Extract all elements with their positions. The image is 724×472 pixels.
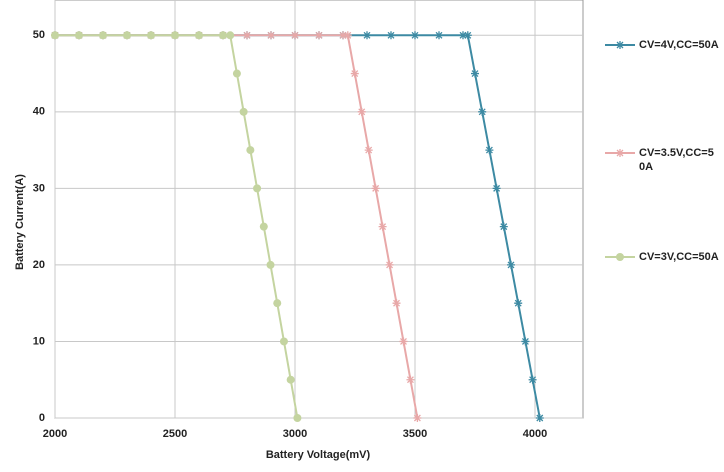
y-tick-label: 50 [33,29,45,41]
marker [273,299,282,308]
marker [253,184,262,193]
marker [243,31,251,40]
marker [514,299,523,308]
legend-label: CV=4V,CC=50A [639,39,719,51]
marker [99,31,107,40]
marker [350,69,359,78]
legend-label: CV=3V,CC=50A [639,251,719,263]
marker [399,337,408,346]
y-tick-label: 40 [33,106,45,118]
marker [492,184,501,193]
y-axis-label: Battery Current(A) [14,174,26,270]
y-tick-label: 30 [33,182,45,194]
legend-swatch [605,41,635,49]
marker [123,31,131,40]
marker [371,184,380,193]
marker [435,31,443,40]
marker [226,31,235,40]
marker [291,31,299,40]
legend-label: CV=3.5V,CC=50A [639,147,714,173]
x-tick-label: 2500 [163,428,187,440]
marker [232,69,241,78]
marker [147,31,155,40]
marker [293,414,302,422]
legend-marker [616,41,624,49]
marker [259,222,268,231]
x-axis-label: Battery Voltage(mV) [266,449,371,461]
marker [413,414,422,422]
marker [219,31,227,40]
marker [406,375,415,384]
marker [535,414,544,422]
marker [507,260,515,269]
marker [528,375,537,384]
marker [471,69,479,78]
x-tick-label: 3500 [403,428,427,440]
marker [485,146,494,155]
legend-marker [616,149,624,157]
marker [239,107,248,116]
plot-area [54,0,584,419]
legend-marker [616,253,624,261]
marker [364,146,373,155]
marker [463,31,472,40]
marker [385,260,394,269]
x-tick-label: 2000 [43,428,67,440]
x-tick-label: 4000 [523,428,547,440]
marker [195,31,203,40]
marker [411,31,419,40]
marker [459,31,467,40]
marker [343,31,352,40]
marker [387,31,395,40]
marker [279,337,288,346]
marker [499,222,508,231]
legend-entry: CV=3.5V,CC=50A [605,146,717,174]
marker [378,222,387,231]
y-tick-label: 0 [39,412,45,424]
marker [357,107,366,116]
y-tick-label: 20 [33,259,45,271]
marker [267,31,275,40]
legend-entry: CV=3V,CC=50A [605,250,719,264]
marker [286,375,295,384]
legend-swatch [605,253,635,261]
marker [392,299,401,308]
marker [246,146,255,155]
marker [363,31,371,40]
marker [339,31,347,40]
marker [51,31,59,40]
marker [478,107,487,116]
marker [266,260,275,269]
marker [521,337,530,346]
y-tick-label: 10 [33,335,45,347]
legend-swatch [605,149,635,157]
marker [315,31,323,40]
x-tick-label: 3000 [283,428,307,440]
legend-entry: CV=4V,CC=50A [605,38,719,52]
marker [75,31,83,40]
marker [171,31,179,40]
